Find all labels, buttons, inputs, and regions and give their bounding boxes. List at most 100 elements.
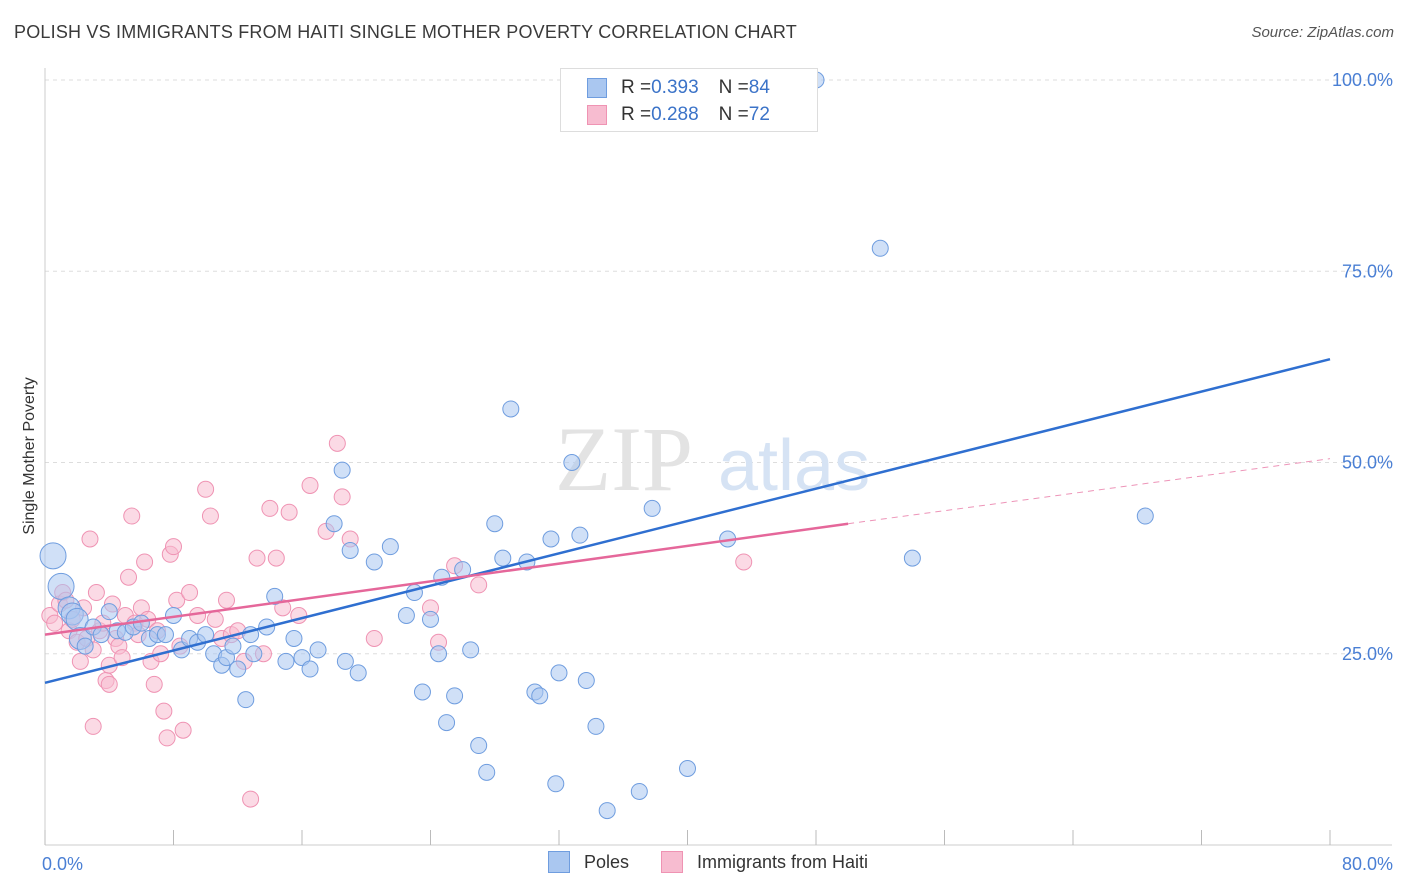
haiti-point [202, 508, 218, 524]
poles-point [366, 554, 382, 570]
poles-point [334, 462, 350, 478]
poles-point [40, 543, 66, 569]
haiti-point [262, 500, 278, 516]
haiti-point [268, 550, 284, 566]
haiti-point [156, 703, 172, 719]
poles-point [101, 604, 117, 620]
haiti-point [82, 531, 98, 547]
poles-point [463, 642, 479, 658]
poles-point [551, 665, 567, 681]
series-legend: Poles Immigrants from Haiti [0, 851, 1406, 879]
poles-swatch [587, 78, 607, 98]
haiti-trend-line [45, 524, 848, 635]
poles-point [414, 684, 430, 700]
haiti-point [121, 569, 137, 585]
gridlines [45, 80, 1392, 654]
poles-point [578, 673, 594, 689]
poles-point [680, 761, 696, 777]
y-axis-title: Single Mother Poverty [21, 377, 38, 534]
haiti-point [124, 508, 140, 524]
legend-item-poles: Poles [548, 851, 629, 873]
haiti-point [471, 577, 487, 593]
legend-item-haiti: Immigrants from Haiti [661, 851, 868, 873]
poles-n-value: 84 [749, 77, 770, 99]
n-label: N = [719, 104, 749, 126]
poles-point [157, 627, 173, 643]
haiti-point [198, 481, 214, 497]
haiti-point [72, 653, 88, 669]
poles-legend-swatch [548, 851, 570, 873]
haiti-n-value: 72 [749, 104, 770, 126]
poles-point [487, 516, 503, 532]
poles-point [230, 661, 246, 677]
r-label: R = [621, 104, 651, 126]
poles-point [278, 653, 294, 669]
haiti-point [334, 489, 350, 505]
poles-point [495, 550, 511, 566]
haiti-r-value: 0.288 [651, 104, 699, 126]
haiti-point [302, 477, 318, 493]
r-label: R = [621, 77, 651, 99]
poles-point [342, 542, 358, 558]
haiti-point [47, 615, 63, 631]
y-tick-label: 100.0% [1332, 70, 1393, 90]
haiti-point [101, 676, 117, 692]
poles-point [310, 642, 326, 658]
poles-point [93, 627, 109, 643]
poles-point [904, 550, 920, 566]
poles-point [77, 638, 93, 654]
poles-point [503, 401, 519, 417]
poles-point [302, 661, 318, 677]
poles-point [564, 455, 580, 471]
poles-point [548, 776, 564, 792]
poles-r-value: 0.393 [651, 77, 699, 99]
haiti-point [243, 791, 259, 807]
poles-point [48, 573, 74, 599]
n-label: N = [719, 77, 749, 99]
haiti-point [146, 676, 162, 692]
poles-point [431, 646, 447, 662]
haiti-point [85, 718, 101, 734]
haiti-point [219, 592, 235, 608]
poles-point [644, 500, 660, 516]
y-tick-label: 50.0% [1342, 453, 1393, 473]
haiti-trend-extension [848, 459, 1330, 524]
haiti-point [736, 554, 752, 570]
haiti-point [329, 435, 345, 451]
haiti-point [207, 611, 223, 627]
haiti-point [159, 730, 175, 746]
haiti-point [166, 539, 182, 555]
poles-point [543, 531, 559, 547]
haiti-legend-swatch [661, 851, 683, 873]
poles-point [588, 718, 604, 734]
poles-point [532, 688, 548, 704]
poles-point [350, 665, 366, 681]
poles-point [572, 527, 588, 543]
poles-point [337, 653, 353, 669]
poles-point [382, 539, 398, 555]
poles-point [246, 646, 262, 662]
poles-point [326, 516, 342, 532]
correlation-legend: R = 0.393 N = 84 R = 0.288 N = 72 [560, 68, 818, 132]
haiti-swatch [587, 105, 607, 125]
poles-point [406, 585, 422, 601]
poles-point [439, 715, 455, 731]
poles-point [286, 630, 302, 646]
poles-point [447, 688, 463, 704]
haiti-point [137, 554, 153, 570]
poles-point [238, 692, 254, 708]
haiti-legend-label: Immigrants from Haiti [697, 852, 868, 873]
y-tick-label: 25.0% [1342, 644, 1393, 664]
poles-point [631, 783, 647, 799]
poles-point [599, 803, 615, 819]
poles-point [471, 738, 487, 754]
haiti-point [249, 550, 265, 566]
haiti-point [366, 630, 382, 646]
poles-point [225, 638, 241, 654]
haiti-point [175, 722, 191, 738]
y-tick-label: 75.0% [1342, 261, 1393, 281]
poles-point [423, 611, 439, 627]
poles-point [872, 240, 888, 256]
poles-point [1137, 508, 1153, 524]
watermark: ZIP atlas [555, 408, 870, 510]
